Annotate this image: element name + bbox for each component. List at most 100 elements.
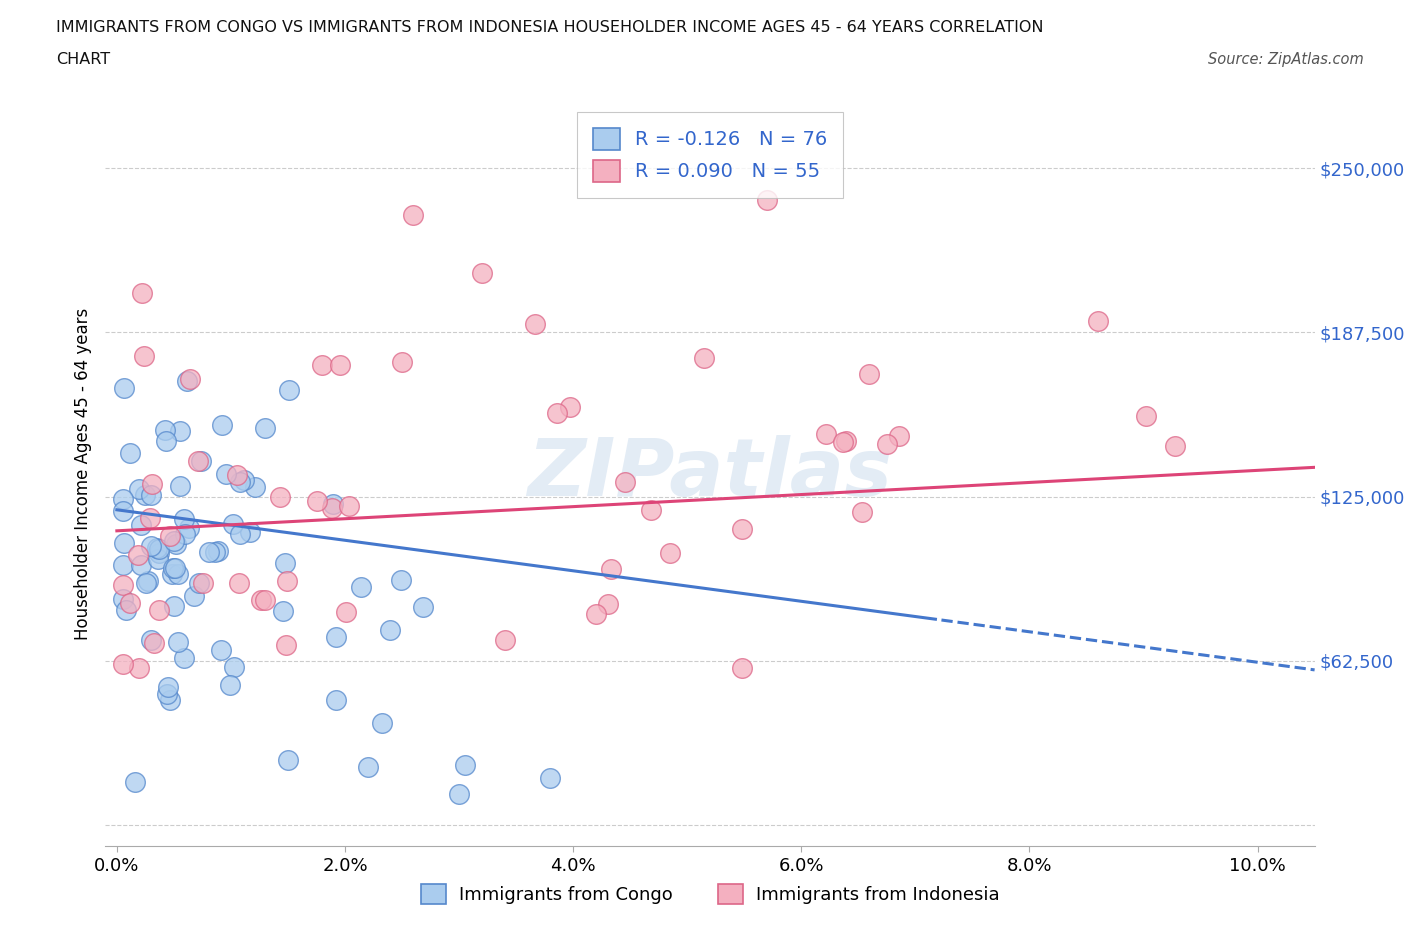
Text: Source: ZipAtlas.com: Source: ZipAtlas.com: [1208, 52, 1364, 67]
Point: [165, 537, 187, 551]
Point: [454, 757, 477, 772]
Point: [1135, 408, 1157, 423]
Point: [160, 566, 183, 581]
Point: [389, 573, 412, 588]
Point: [1164, 439, 1187, 454]
Point: [214, 466, 236, 481]
Point: [546, 405, 568, 420]
Point: [335, 604, 357, 619]
Point: [187, 576, 209, 591]
Point: [835, 433, 858, 448]
Point: [111, 558, 134, 573]
Point: [141, 476, 163, 491]
Point: [148, 603, 170, 618]
Point: [538, 771, 561, 786]
Point: [524, 316, 547, 331]
Point: [207, 543, 229, 558]
Point: [357, 760, 380, 775]
Point: [167, 566, 190, 581]
Point: [176, 374, 198, 389]
Point: [640, 503, 662, 518]
Point: [232, 472, 254, 487]
Point: [226, 468, 249, 483]
Point: [135, 576, 157, 591]
Point: [187, 453, 209, 468]
Point: [876, 436, 898, 451]
Point: [274, 556, 297, 571]
Point: [243, 480, 266, 495]
Point: [250, 593, 273, 608]
Point: [412, 599, 434, 614]
Point: [585, 606, 607, 621]
Point: [239, 525, 262, 539]
Point: [179, 371, 201, 386]
Point: [756, 193, 779, 207]
Point: [693, 351, 716, 365]
Point: [145, 541, 167, 556]
Point: [321, 500, 343, 515]
Point: [229, 526, 252, 541]
Point: [165, 561, 187, 576]
Point: [449, 786, 471, 801]
Point: [325, 692, 347, 707]
Point: [224, 659, 246, 674]
Point: [311, 358, 333, 373]
Point: [129, 558, 152, 573]
Point: [159, 529, 181, 544]
Point: [598, 597, 620, 612]
Point: [131, 517, 153, 532]
Point: [229, 474, 252, 489]
Point: [141, 632, 163, 647]
Point: [278, 383, 301, 398]
Point: [494, 632, 516, 647]
Point: [197, 545, 219, 560]
Point: [402, 208, 425, 223]
Point: [124, 775, 146, 790]
Point: [350, 579, 373, 594]
Point: [112, 591, 135, 606]
Point: [118, 445, 141, 460]
Point: [276, 573, 298, 588]
Point: [148, 552, 170, 567]
Point: [131, 286, 153, 301]
Point: [156, 686, 179, 701]
Point: [139, 487, 162, 502]
Point: [127, 547, 149, 562]
Point: [162, 534, 184, 549]
Point: [163, 599, 186, 614]
Text: CHART: CHART: [56, 52, 110, 67]
Point: [138, 511, 160, 525]
Point: [731, 522, 754, 537]
Point: [159, 692, 181, 707]
Point: [887, 429, 910, 444]
Point: [155, 434, 177, 449]
Point: [173, 650, 195, 665]
Point: [173, 512, 195, 526]
Point: [112, 380, 135, 395]
Point: [128, 660, 150, 675]
Point: [658, 546, 681, 561]
Point: [132, 349, 155, 364]
Point: [148, 545, 170, 560]
Point: [858, 366, 880, 381]
Point: [218, 678, 240, 693]
Point: [558, 400, 581, 415]
Point: [209, 643, 232, 658]
Point: [269, 489, 291, 504]
Point: [228, 576, 250, 591]
Point: [851, 504, 873, 519]
Point: [128, 482, 150, 497]
Point: [277, 752, 299, 767]
Point: [271, 604, 294, 618]
Point: [191, 576, 214, 591]
Point: [305, 494, 328, 509]
Point: [831, 434, 853, 449]
Point: [380, 623, 402, 638]
Text: ZIPatlas: ZIPatlas: [527, 435, 893, 513]
Point: [254, 420, 277, 435]
Point: [190, 454, 212, 469]
Point: [148, 542, 170, 557]
Text: IMMIGRANTS FROM CONGO VS IMMIGRANTS FROM INDONESIA HOUSEHOLDER INCOME AGES 45 - : IMMIGRANTS FROM CONGO VS IMMIGRANTS FROM…: [56, 20, 1043, 35]
Point: [155, 423, 177, 438]
Point: [169, 423, 191, 438]
